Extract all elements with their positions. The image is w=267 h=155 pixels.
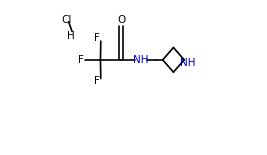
Text: NH: NH <box>133 55 148 65</box>
Text: Cl: Cl <box>61 15 71 25</box>
Text: F: F <box>95 33 100 43</box>
Text: F: F <box>95 76 100 86</box>
Text: H: H <box>67 31 75 41</box>
Text: O: O <box>117 15 125 25</box>
Text: F: F <box>78 55 84 65</box>
Text: NH: NH <box>180 58 196 68</box>
